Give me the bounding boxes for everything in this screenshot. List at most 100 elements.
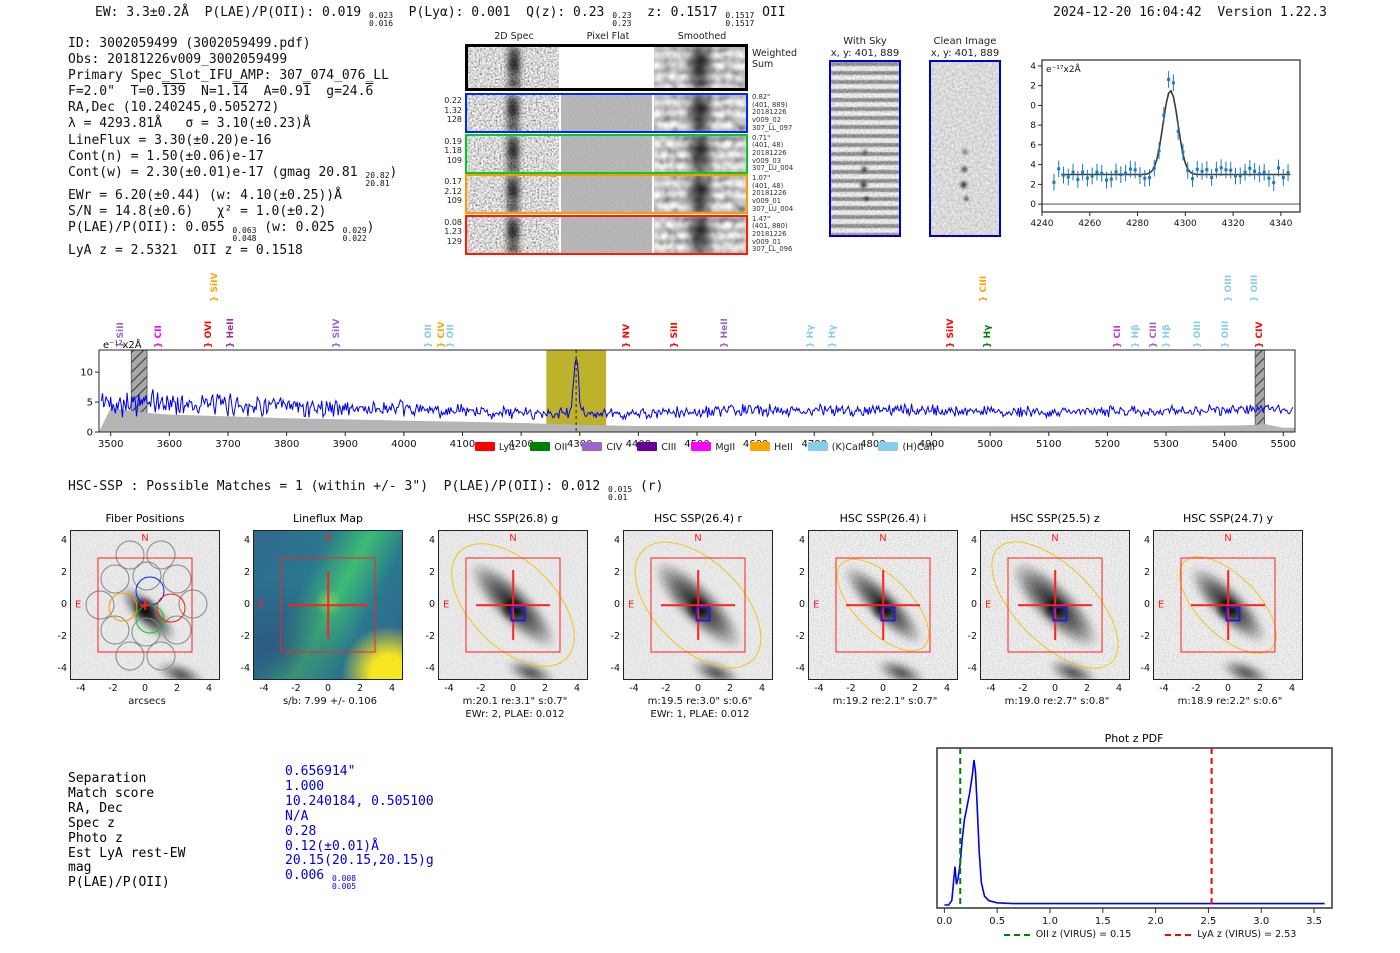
spec2d-col-title-pixelflat: Pixel Flat — [586, 31, 630, 42]
emission-line-label-OII: } OII — [445, 324, 456, 348]
spec2d-right-label: v009_01 — [752, 197, 782, 206]
svg-text:3500: 3500 — [98, 439, 123, 450]
spectrum-legend-item: (H)CaII — [878, 442, 935, 453]
cutout-caption: m:19.2 re:2.1" s:0.7" — [832, 696, 938, 707]
fiber-circle — [146, 540, 176, 570]
svg-text:0.5: 0.5 — [989, 916, 1005, 927]
spectrum-legend: Lyα OII CIV CIII MgII HeII (K)CaII (H)CaII — [60, 442, 1350, 453]
spectrum-legend-item: Lyα — [474, 442, 515, 453]
match-row-value: 10.240184, 0.505100 — [285, 793, 434, 809]
cutout-caption2: EWr: 2, PLAE: 0.012 — [465, 709, 565, 720]
svg-text:4300: 4300 — [567, 439, 592, 450]
emission-line-label-OII: } OII — [423, 324, 434, 348]
y-tick-label: 2 — [613, 567, 620, 578]
crosshair-h — [1191, 604, 1265, 606]
y-tick-label: -2 — [240, 631, 250, 642]
spec2d-right-label: v009_03 — [752, 156, 782, 165]
center-marker — [140, 604, 150, 606]
emission-line-label-OIII: } OIII — [1249, 274, 1260, 302]
crosshair-h — [476, 604, 550, 606]
cutout-caption: m:18.9 re:2.2" s:0.6" — [1177, 696, 1283, 707]
catalog-position-box — [1052, 606, 1068, 622]
cutout-title: HSC SSP(26.8) g — [467, 512, 559, 525]
cutout-title: Fiber Positions — [105, 512, 185, 525]
spec2d-weighted-smoothed — [654, 47, 745, 88]
x-tick-label: -4 — [629, 683, 639, 694]
y-tick-label: 4 — [798, 535, 805, 546]
y-tick-label: 0 — [1143, 599, 1150, 610]
x-tick-label: -2 — [846, 683, 856, 694]
spec2d-cell-smoothed — [654, 216, 747, 253]
spec2d-cell-pixelflat — [560, 176, 653, 212]
spec2d-cell-2dspec — [467, 216, 559, 253]
cutout-title: HSC SSP(26.4) r — [653, 512, 743, 525]
spec2d-right-label: 1.47" — [752, 214, 771, 223]
y-tick-label: 0 — [613, 599, 620, 610]
spec2d-right-label: v009_01 — [752, 237, 782, 246]
y-tick-label: 0 — [428, 599, 435, 610]
cutout-title: Lineflux Map — [292, 512, 364, 525]
spec2d-right-label: 307_LU_004 — [752, 204, 794, 213]
match-row-value: 0.656914" — [285, 764, 356, 779]
x-tick-label: -2 — [476, 683, 486, 694]
y-tick-label: 2 — [428, 567, 435, 578]
detection-info-block: ID: 3002059499 (3002059499.pdf) Obs: 2018… — [68, 36, 397, 259]
cutout-panel-hsc-ssp-26-8-g: HSC SSP(26.8) g N E 4 2 0 -2 -4 -4 -2 0 2 4 m:20.1 re… — [420, 512, 610, 730]
legend-swatch — [807, 442, 828, 451]
north-label: N — [694, 533, 702, 544]
match-row-value: 20.15(20.15,20.15)g — [285, 853, 434, 869]
svg-text:4800: 4800 — [860, 439, 885, 450]
y-tick-label: 0 — [798, 599, 805, 610]
spectrum-legend-item: OII — [530, 442, 567, 453]
emission-line-label-SiIV: } SiIV — [209, 272, 220, 302]
catalog-position-box — [1225, 606, 1241, 622]
y-tick-label: 2 — [60, 567, 67, 578]
x-tick-label: -4 — [444, 683, 454, 694]
spectrum-legend-item: HeII — [750, 442, 793, 453]
x-tick-label: 2 — [911, 683, 919, 694]
north-label: N — [141, 533, 149, 544]
spec2d-left-labels: 0.19 1.18 109 — [430, 137, 462, 166]
info-line: ID: 3002059499 (3002059499.pdf) — [68, 36, 311, 51]
spec2d-right-label: 307_LL_096 — [752, 245, 793, 254]
emission-line-label-CIV: } CIV — [1254, 321, 1265, 348]
svg-text:4000: 4000 — [391, 439, 416, 450]
spec2d-right-label: 0.71" — [752, 133, 771, 142]
spec2d-cell-pixelflat — [560, 135, 653, 172]
x-tick-label: -2 — [661, 683, 671, 694]
match-row-value: 0.006 0.008 0.005 — [285, 868, 357, 892]
cutout-panel-hsc-ssp-26-4-i: HSC SSP(26.4) i N E 4 2 0 -2 -4 -4 -2 0 2 4 m:19.2 re… — [790, 512, 980, 730]
spec2d-weighted-pixelflat — [561, 47, 652, 88]
decor — [690, 47, 709, 88]
svg-text:5300: 5300 — [1153, 439, 1178, 450]
svg-text:4340: 4340 — [1269, 219, 1292, 229]
cutout-caption: m:20.1 re:3.1" s:0.7" — [462, 696, 568, 707]
decor — [691, 95, 710, 131]
full-spectrum-chart: 0 5 10 3500 3600 3700 3800 3900 4000 4100 4200 4300… — [80, 338, 1296, 450]
y-tick-label: -4 — [240, 663, 250, 674]
spec2d-right-labels: 0.82" (401, 889) 20181226 v009_02 307_LL_097 — [752, 93, 814, 133]
svg-text:3800: 3800 — [274, 439, 299, 450]
spec2d-left-labels: 0.08 1.23 129 — [430, 218, 462, 247]
spec2d-col-title-smoothed: Smoothed — [677, 31, 727, 42]
svg-text:4320: 4320 — [1222, 219, 1245, 229]
emission-line-label-HeII: } HeII — [225, 318, 236, 348]
emission-line-label-SiIV: } SiIV — [331, 318, 342, 348]
svg-text:2: 2 — [1030, 180, 1036, 190]
spec2d-weighted-2dspec — [468, 47, 559, 88]
emission-line-label-Hβ: } Hβ — [1161, 324, 1172, 348]
spec2d-right-label: 20181226 — [752, 189, 787, 198]
svg-text:e⁻¹⁷x2Å: e⁻¹⁷x2Å — [1046, 63, 1082, 75]
north-label: N — [509, 533, 517, 544]
info-line: Primary Spec_Slot_IFU_AMP: 307_074_076_L… — [68, 68, 389, 84]
y-tick-label: 4 — [613, 535, 620, 546]
emission-line-label-Hγ: } Hγ — [805, 324, 816, 348]
spectrum-legend-item: MgII — [691, 442, 735, 453]
spec2d-right-label: (401, 889) — [752, 100, 788, 109]
svg-text:12: 12 — [1030, 82, 1036, 92]
legend-swatch — [691, 442, 712, 451]
x-tick-label: 4 — [205, 683, 213, 694]
